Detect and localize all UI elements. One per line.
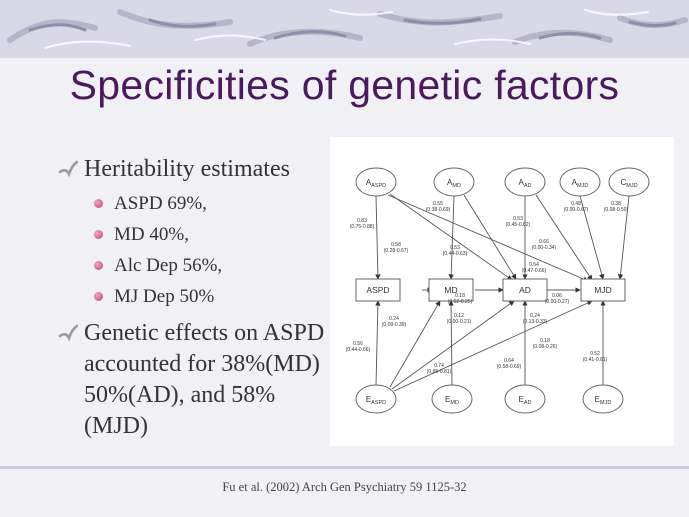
path-coefficient-label: 0.24 (0.09-0.39)	[382, 316, 407, 328]
latent-factor: EASPD	[355, 384, 397, 414]
observed-box	[580, 278, 626, 302]
path-coefficient-label: 0.53 (0.45-0.62)	[506, 216, 531, 228]
latent-ellipse	[433, 167, 475, 197]
observed-variable: AD	[502, 278, 548, 302]
latent-label: AAD	[519, 178, 532, 189]
observed-label: AD	[519, 285, 531, 295]
path-coefficient-label: 0.56 (0.44-0.66)	[346, 341, 371, 353]
list-item: ASPD 69%,	[92, 188, 328, 219]
bullet-list: Heritability estimates ASPD 69%, MD 40%,…	[58, 154, 328, 442]
path-arrow	[448, 195, 455, 280]
latent-ellipse	[504, 167, 546, 197]
slide-title: Specificities of genetic factors	[69, 62, 620, 108]
path-coefficient-label: 0.12 (0.00-0.21)	[447, 313, 472, 325]
path-coefficient-label: 0.18 (0.08-0.26)	[533, 338, 558, 350]
latent-label: EMJD	[595, 395, 612, 406]
latent-ellipse	[431, 384, 473, 414]
latent-ellipse	[582, 384, 624, 414]
decorative-footer-rule	[0, 466, 689, 469]
observed-label: MD	[444, 285, 457, 295]
latent-factor: CMJD	[608, 167, 650, 197]
path-arrow	[375, 300, 381, 386]
path-coefficient-label: 0.83 (0.75-0.88)	[350, 218, 375, 230]
bullet-text: Heritability estimates	[84, 156, 290, 182]
latent-factor: EMD	[431, 384, 473, 414]
latent-label: AASPD	[366, 178, 386, 189]
path-coefficient-label: 0.74 (0.65-0.81)	[427, 363, 452, 375]
path-diagram: AASPD AMD AAD AMJD CMJD EASPD EMD EAD EMJD ASPD MD…	[330, 137, 674, 446]
latent-ellipse	[608, 167, 650, 197]
path-arrow	[389, 193, 513, 281]
path-diagram-svg: AASPD AMD AAD AMJD CMJD EASPD EMD EAD EMJD ASPD MD…	[346, 167, 650, 414]
path-arrow	[389, 300, 441, 388]
path-coefficient-label: 0.18 (0.02-0.25)	[448, 293, 473, 305]
latent-label: AMD	[447, 178, 461, 189]
path-arrow	[579, 195, 605, 280]
latent-ellipse	[504, 384, 546, 414]
latent-ellipse	[559, 167, 601, 197]
dot-bullet-icon	[94, 261, 103, 270]
list-item: MJ Dep 50%	[92, 281, 328, 312]
bullet-genetic-effects: Genetic effects on ASPD accounted for 38…	[58, 318, 328, 442]
dot-bullet-icon	[94, 292, 103, 301]
path-arrow	[448, 300, 454, 386]
checkmark-bullet-icon	[58, 160, 78, 178]
path-arrow	[617, 195, 630, 280]
path-coefficient-label: 0.58 (0.28-0.67)	[384, 242, 409, 254]
list-item: Alc Dep 56%,	[92, 250, 328, 281]
path-coefficient-label: 0.66 (0.00-0.34)	[532, 239, 557, 251]
path-arrow	[387, 194, 589, 282]
observed-variable: ASPD	[355, 278, 401, 302]
decorative-header-band	[0, 0, 689, 58]
path-arrow	[535, 194, 593, 281]
heritability-sublist: ASPD 69%, MD 40%, Alc Dep 56%, MJ Dep 50…	[58, 188, 328, 312]
path-coefficient-label: 0.24 (0.13-0.33)	[523, 313, 548, 325]
latent-label: AMJD	[572, 178, 589, 189]
observed-label: ASPD	[366, 285, 389, 295]
path-coefficient-label: 0.38 (0.08-0.59)	[604, 201, 629, 213]
path-arrow	[391, 300, 515, 390]
latent-ellipse	[355, 384, 397, 414]
observed-variable: MJD	[580, 278, 626, 302]
path-coefficient-label: 0.53 (0.44-0.63)	[443, 245, 468, 257]
citation: Fu et al. (2002) Arch Gen Psychiatry 59 …	[222, 480, 467, 494]
bullet-heritability: Heritability estimates	[58, 154, 328, 184]
latent-label: EMD	[445, 395, 459, 406]
path-coefficient-label: 0.48 (0.00-0.67)	[564, 201, 589, 213]
dot-bullet-icon	[94, 199, 103, 208]
observed-box	[428, 278, 474, 302]
checkmark-bullet-icon	[58, 324, 78, 342]
dot-bullet-icon	[94, 230, 103, 239]
path-coefficient-label: 0.54 (0.47-0.66)	[522, 262, 547, 274]
path-coefficient-label: 0.55 (0.38-0.69)	[426, 201, 451, 213]
observed-variable: MD	[428, 278, 474, 302]
latent-factor: AAD	[504, 167, 546, 197]
latent-factor: AASPD	[355, 167, 397, 197]
path-arrow	[375, 195, 381, 280]
latent-factor: EAD	[504, 384, 546, 414]
path-coefficient-label: 0.06 (0.00-0.27)	[545, 293, 570, 305]
latent-factor: AMD	[433, 167, 475, 197]
path-arrow	[463, 194, 517, 280]
observed-box	[355, 278, 401, 302]
latent-label: CMJD	[620, 178, 637, 189]
observed-label: MJD	[594, 285, 611, 295]
path-coefficient-label: 0.52 (0.41-0.61)	[583, 351, 608, 363]
latent-factor: AMJD	[559, 167, 601, 197]
latent-label: EAD	[519, 395, 532, 406]
latent-label: EASPD	[366, 395, 386, 406]
bullet-text: Genetic effects on ASPD accounted for 38…	[84, 320, 325, 439]
observed-box	[502, 278, 548, 302]
path-coefficient-label: 0.64 (0.58-0.69)	[497, 358, 522, 370]
latent-factor: EMJD	[582, 384, 624, 414]
list-item: MD 40%,	[92, 219, 328, 250]
path-arrow	[393, 300, 593, 392]
latent-ellipse	[355, 167, 397, 197]
